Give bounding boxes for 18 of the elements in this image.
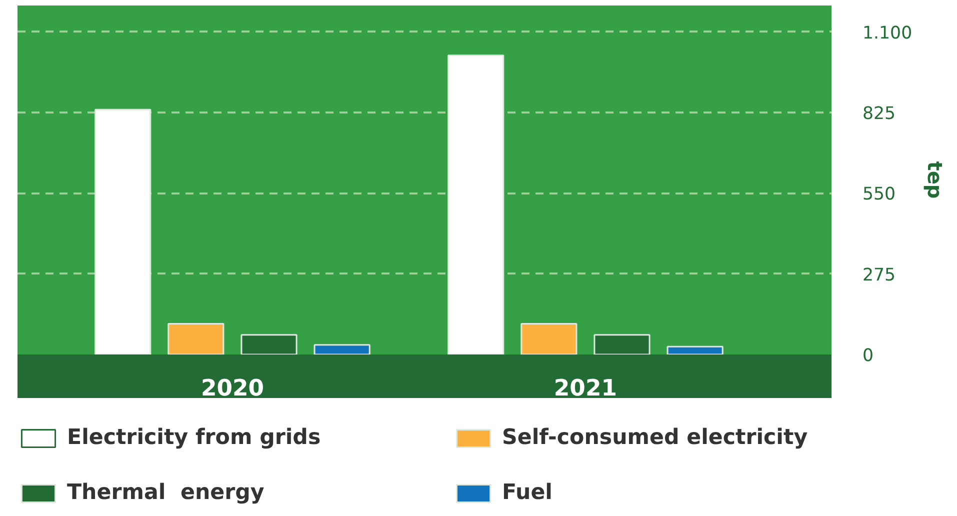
bar [666, 346, 724, 354]
x-tick-label: 2020 [200, 376, 264, 402]
x-tick-label: 2021 [554, 376, 617, 402]
legend-label: Thermal energy [67, 480, 266, 505]
bar [448, 54, 504, 354]
bar [314, 344, 370, 354]
bar [94, 108, 152, 354]
legend-label: Fuel [502, 480, 554, 505]
bar [520, 322, 578, 354]
y-tick-label: 275 [862, 265, 896, 286]
y-tick-label: 825 [862, 104, 896, 124]
legend-label: Self-consumed electricity [502, 425, 809, 450]
y-tick-label: 0 [862, 346, 874, 366]
bar [168, 322, 224, 354]
legend-label: Electricity from grids [67, 425, 322, 450]
y-axis-title: tep [923, 161, 948, 199]
y-tick-label: 1.100 [862, 23, 912, 44]
y-tick-label: 550 [862, 184, 896, 205]
